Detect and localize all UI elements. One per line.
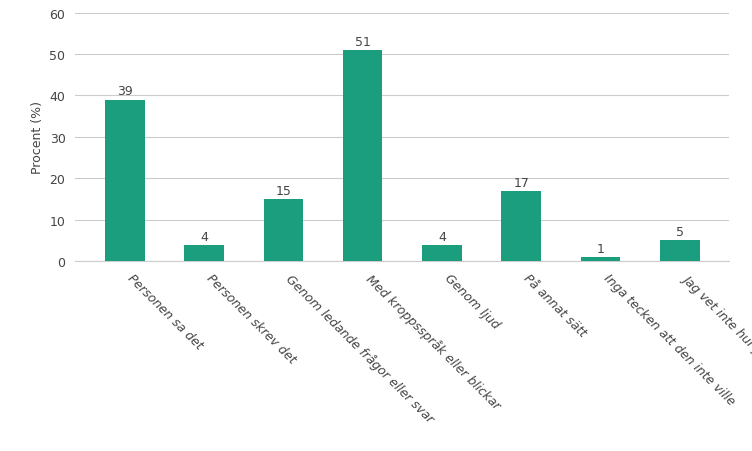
Bar <box>105 100 144 262</box>
Text: 1: 1 <box>596 242 605 255</box>
Text: 4: 4 <box>200 230 208 243</box>
Bar <box>184 245 224 262</box>
Text: 39: 39 <box>117 85 132 98</box>
Text: 15: 15 <box>275 184 291 198</box>
Bar <box>581 258 620 262</box>
Bar <box>343 51 383 262</box>
Text: 4: 4 <box>438 230 446 243</box>
Bar <box>422 245 462 262</box>
Text: 51: 51 <box>355 36 371 49</box>
Text: 5: 5 <box>676 226 684 239</box>
Text: 17: 17 <box>514 176 529 189</box>
Bar <box>660 241 699 262</box>
Bar <box>502 191 541 262</box>
Y-axis label: Procent (%): Procent (%) <box>31 101 44 174</box>
Bar <box>263 199 303 262</box>
